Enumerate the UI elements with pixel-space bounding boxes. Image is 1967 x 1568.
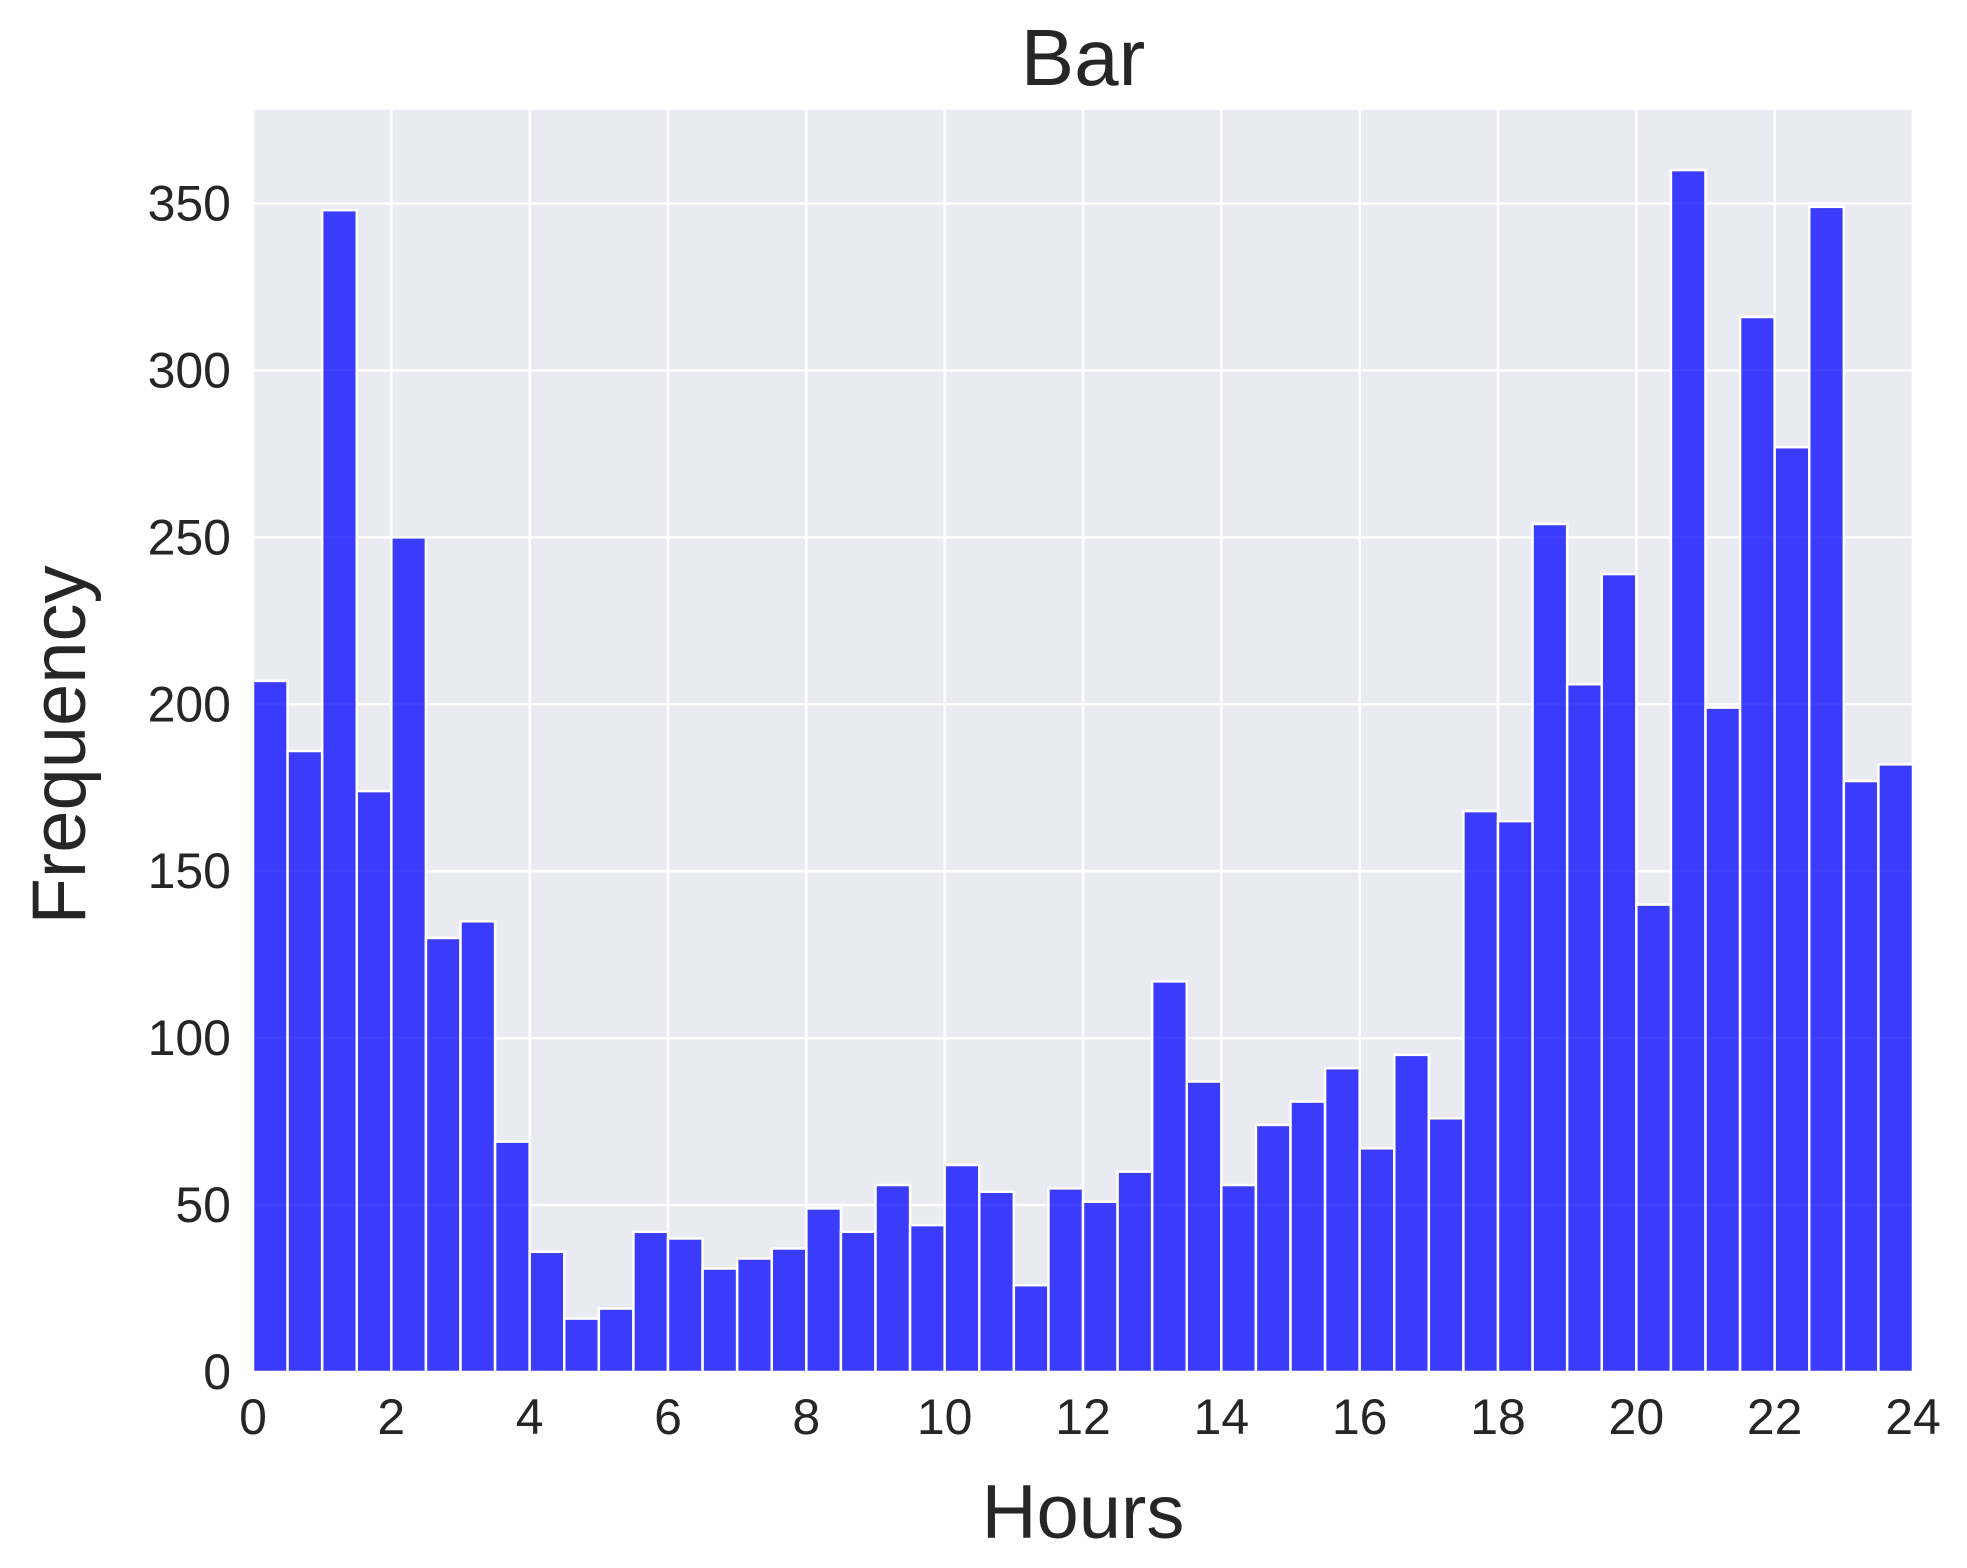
histogram-bar <box>978 1190 1016 1374</box>
histogram-bar <box>632 1230 670 1374</box>
histogram-bar <box>1220 1183 1258 1374</box>
histogram-bar <box>286 749 324 1374</box>
histogram-bar <box>1496 819 1534 1374</box>
y-tick-label: 0 <box>203 1344 231 1400</box>
x-tick-label: 20 <box>1609 1389 1665 1445</box>
histogram-bar <box>493 1140 531 1374</box>
histogram-bar <box>1531 522 1569 1374</box>
y-tick-label: 150 <box>148 843 231 899</box>
histogram-bar <box>1012 1283 1050 1374</box>
x-tick-label: 8 <box>792 1389 820 1445</box>
y-tick-label: 350 <box>148 175 231 231</box>
x-axis-label: Hours <box>982 1470 1185 1555</box>
histogram-bar <box>1323 1066 1361 1374</box>
histogram-bar <box>390 536 428 1374</box>
histogram-bar <box>1669 168 1707 1374</box>
histogram-bar <box>1704 706 1742 1374</box>
y-tick-label: 300 <box>148 342 231 398</box>
histogram-bar <box>1738 315 1776 1374</box>
histogram-bar <box>701 1267 739 1374</box>
histogram-bar <box>1773 445 1811 1374</box>
histogram-bar <box>251 679 289 1374</box>
histogram-bar <box>1842 779 1880 1374</box>
histogram-bar <box>666 1237 704 1374</box>
histogram-bar <box>1150 980 1188 1374</box>
histogram-bar <box>1635 903 1673 1374</box>
y-tick-label: 200 <box>148 676 231 732</box>
histogram-bar <box>1047 1187 1085 1374</box>
y-tick-label: 50 <box>175 1177 231 1233</box>
y-axis-label: Frequency <box>17 565 102 924</box>
histogram-bar <box>1427 1117 1465 1374</box>
histogram-bar <box>1808 205 1846 1374</box>
x-tick-label: 14 <box>1194 1389 1250 1445</box>
y-tick-label: 250 <box>148 509 231 565</box>
x-tick-label: 12 <box>1055 1389 1111 1445</box>
x-tick-label: 2 <box>377 1389 405 1445</box>
y-tick-label: 100 <box>148 1010 231 1066</box>
x-tick-label: 4 <box>516 1389 544 1445</box>
histogram-bar <box>355 789 393 1374</box>
histogram-bar <box>1393 1053 1431 1374</box>
histogram-bar <box>1600 572 1638 1374</box>
x-tick-label: 10 <box>917 1389 973 1445</box>
y-tick-labels: 0 50 100 150 200 250 300 350 <box>148 175 231 1400</box>
histogram-bar <box>1116 1170 1154 1374</box>
x-tick-label: 0 <box>239 1389 267 1445</box>
x-tick-label: 22 <box>1747 1389 1803 1445</box>
histogram-bar <box>1081 1200 1119 1374</box>
histogram-bar <box>320 208 358 1374</box>
x-tick-label: 16 <box>1332 1389 1388 1445</box>
histogram-bar <box>563 1317 601 1374</box>
histogram-bar <box>1565 682 1603 1374</box>
histogram-bar <box>908 1223 946 1374</box>
histogram-bar <box>943 1163 981 1374</box>
histogram-bar <box>597 1307 635 1374</box>
x-tick-label: 6 <box>654 1389 682 1445</box>
x-tick-label: 24 <box>1885 1389 1941 1445</box>
histogram-bar <box>1289 1100 1327 1374</box>
histogram-bar <box>424 936 462 1374</box>
histogram-bar <box>874 1183 912 1374</box>
histogram-bar <box>528 1250 566 1374</box>
x-tick-labels: 0 2 4 6 8 10 12 14 16 18 20 22 24 <box>239 1389 1941 1445</box>
histogram-bar <box>1358 1147 1396 1374</box>
histogram-bar <box>1462 809 1500 1374</box>
bars <box>251 168 1915 1374</box>
histogram-bar <box>1185 1080 1223 1374</box>
histogram-bar <box>735 1257 774 1374</box>
histogram-bar <box>770 1247 808 1374</box>
chart-title: Bar <box>1021 13 1146 102</box>
histogram-bar <box>1254 1123 1292 1374</box>
histogram-bar <box>839 1230 877 1374</box>
histogram-bar <box>459 920 497 1374</box>
histogram-bar <box>1877 763 1915 1374</box>
histogram-bar <box>805 1207 843 1374</box>
x-tick-label: 18 <box>1470 1389 1526 1445</box>
